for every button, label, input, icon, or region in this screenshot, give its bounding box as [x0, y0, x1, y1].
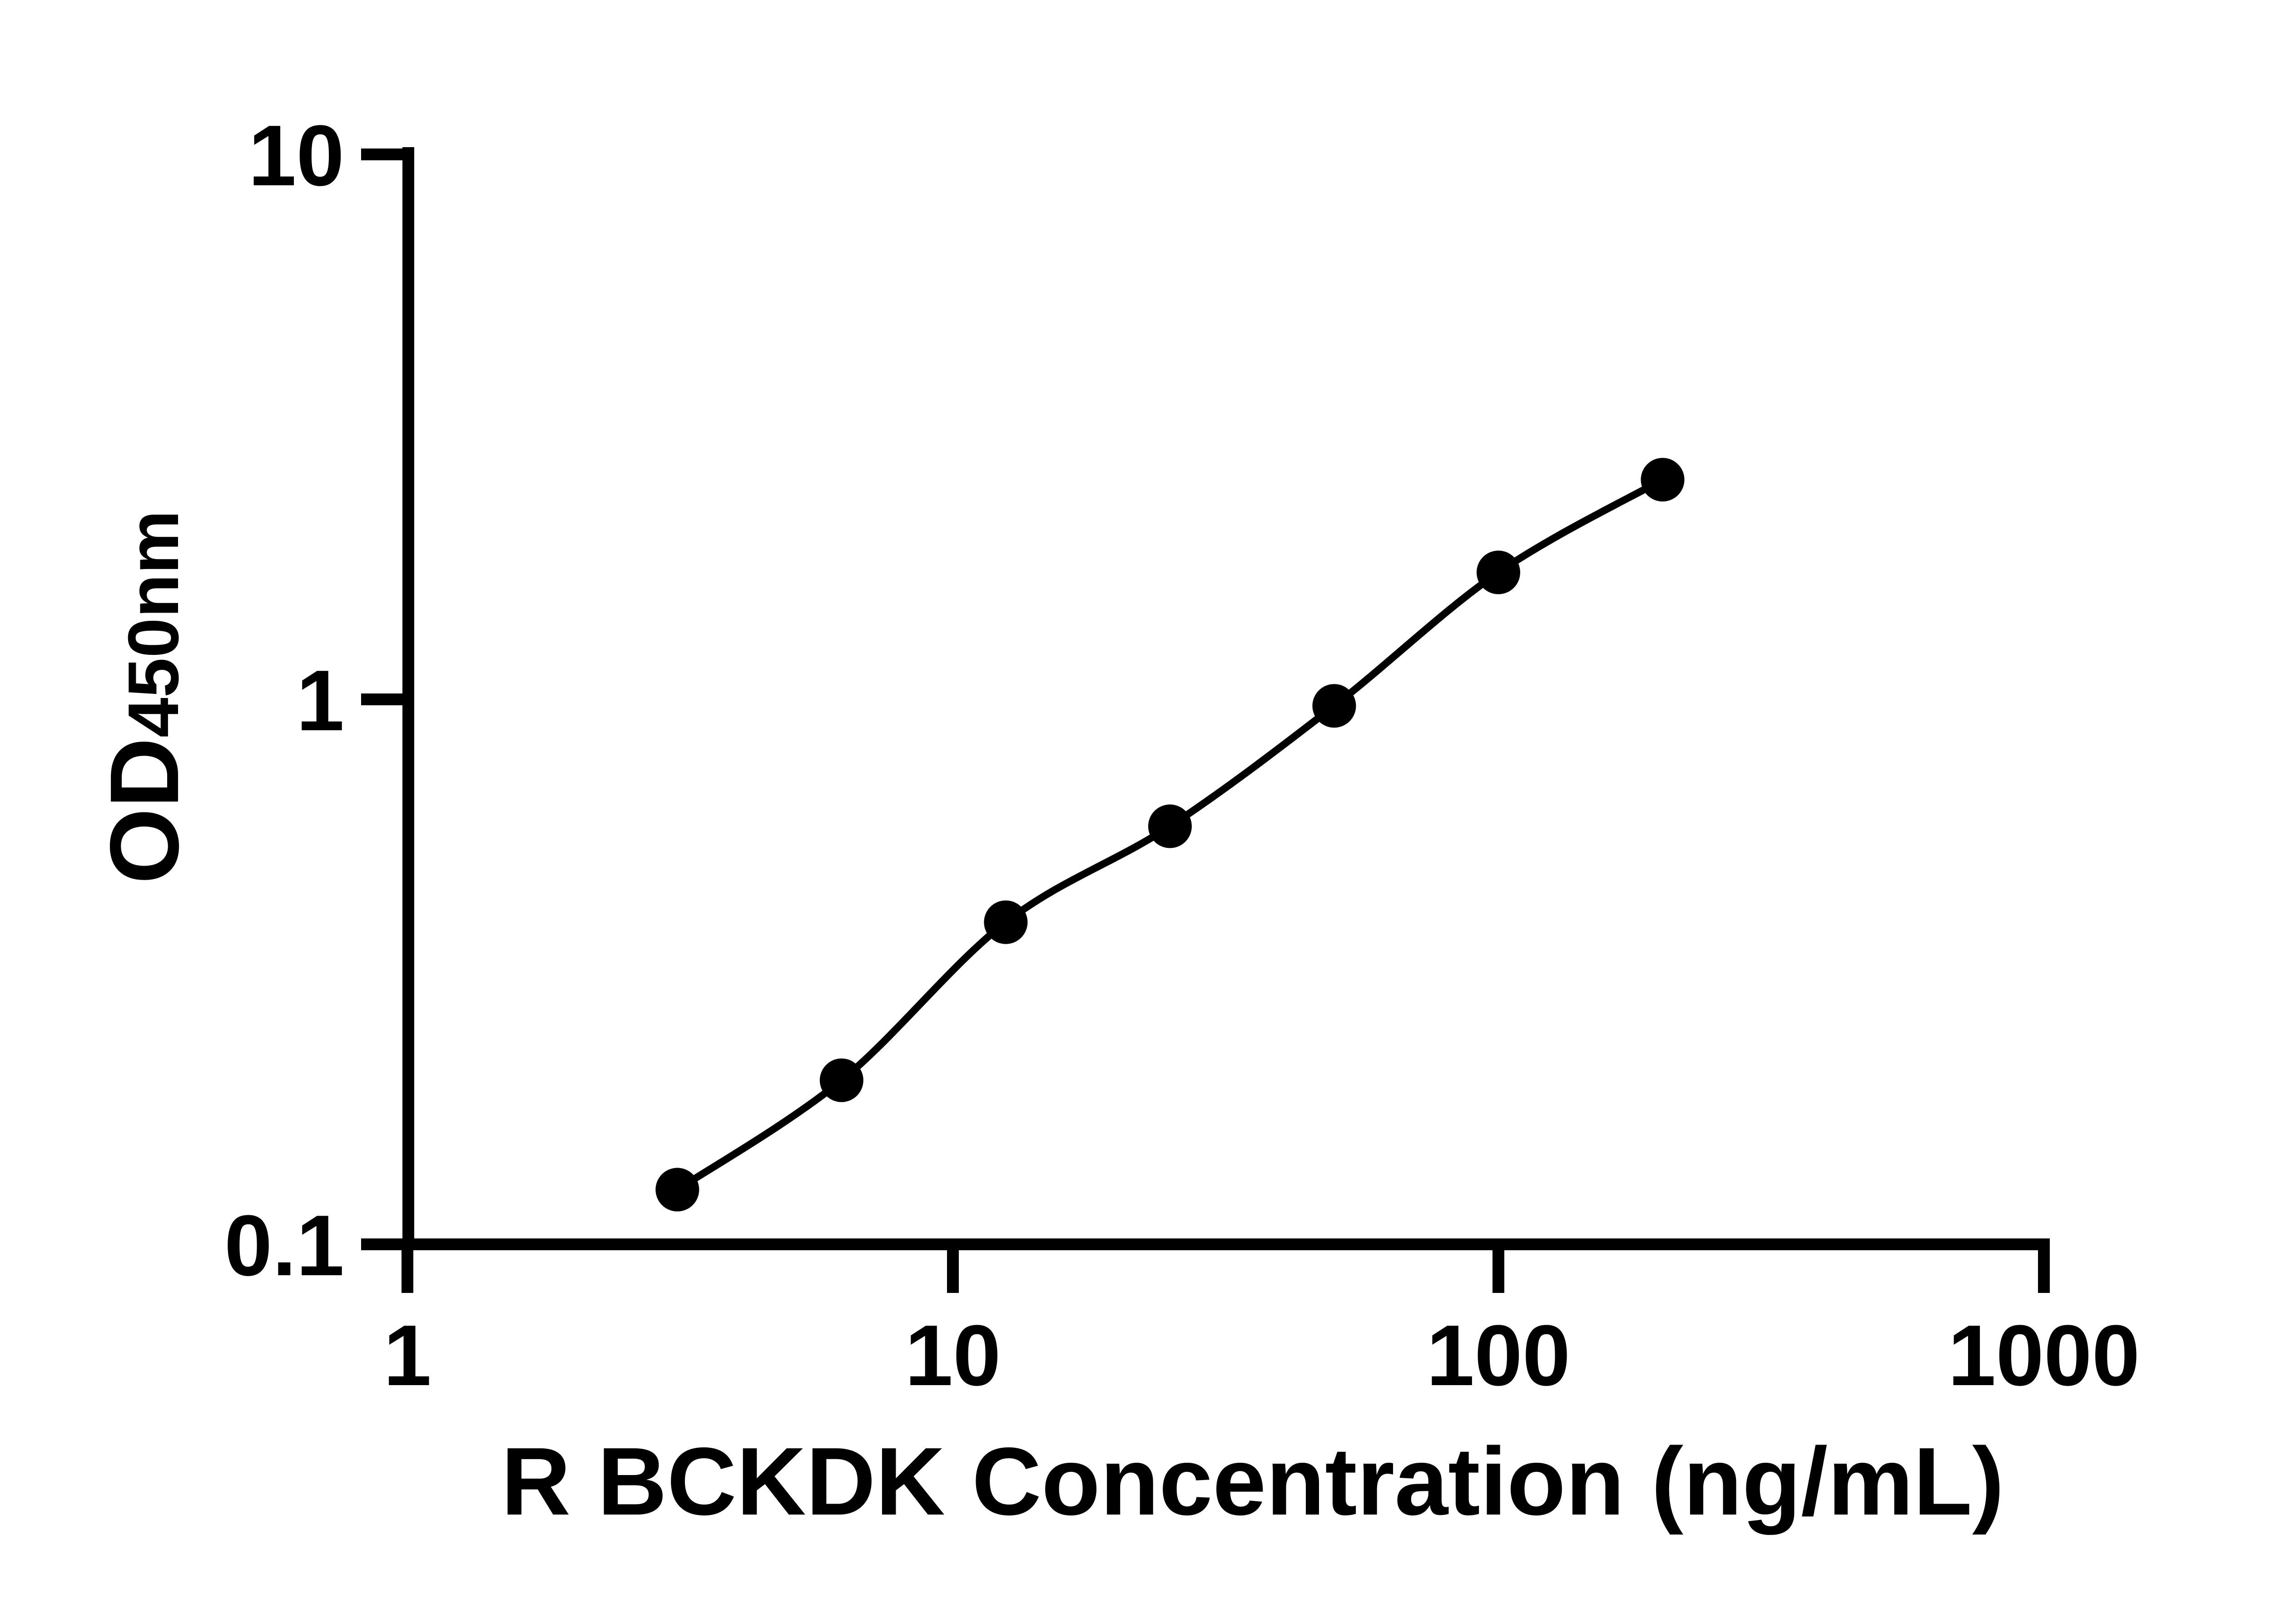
y-tick-label-10: 10: [248, 108, 344, 204]
y-axis-title-subscript: 450nm: [114, 510, 193, 738]
data-point-200: [1641, 458, 1685, 502]
x-axis-title: R BCKDK Concentration (ng/mL): [501, 1427, 2004, 1535]
data-point-25: [1148, 804, 1192, 848]
data-point-100: [1477, 550, 1520, 594]
y-axis-title-main: OD: [89, 738, 199, 884]
data-point-6.25: [819, 1058, 863, 1102]
y-tick-label-0.1: 0.1: [224, 1198, 344, 1294]
x-tick-label-100: 100: [1426, 1307, 1570, 1404]
y-axis-title: OD450nm: [89, 510, 199, 884]
x-tick-label-1000: 1000: [1948, 1307, 2140, 1404]
y-tick-label-1: 1: [296, 653, 344, 749]
tick-labels-layer: 10 1 0.1 1 10 100 1000: [224, 108, 2140, 1404]
x-tick-label-10: 10: [905, 1307, 1001, 1404]
data-point-3.125: [655, 1168, 699, 1212]
data-point-50: [1312, 684, 1356, 728]
x-tick-label-1: 1: [383, 1307, 431, 1404]
axes-layer: [402, 147, 2050, 1250]
ticks-layer: [361, 149, 2050, 1293]
data-point-12.5: [984, 900, 1028, 944]
data-points-layer: [655, 458, 1685, 1212]
